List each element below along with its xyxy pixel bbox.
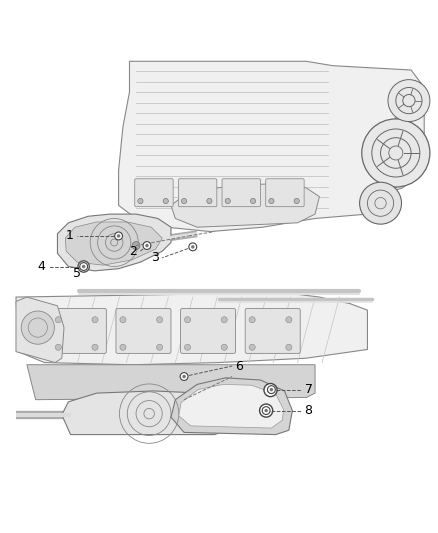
Polygon shape xyxy=(62,391,239,434)
Text: 4: 4 xyxy=(37,260,45,273)
Circle shape xyxy=(207,198,212,204)
Polygon shape xyxy=(171,183,319,227)
Circle shape xyxy=(82,265,85,268)
Circle shape xyxy=(286,344,292,350)
FancyBboxPatch shape xyxy=(51,309,106,353)
Circle shape xyxy=(189,243,197,251)
Polygon shape xyxy=(57,214,171,271)
Circle shape xyxy=(388,79,430,122)
Circle shape xyxy=(80,263,88,270)
Polygon shape xyxy=(65,222,162,265)
Circle shape xyxy=(184,344,191,350)
Circle shape xyxy=(78,261,89,272)
Circle shape xyxy=(115,232,123,240)
Circle shape xyxy=(156,317,162,323)
Circle shape xyxy=(92,317,98,323)
Polygon shape xyxy=(179,384,284,428)
Circle shape xyxy=(264,384,277,397)
Circle shape xyxy=(251,198,256,204)
Circle shape xyxy=(294,198,299,204)
Circle shape xyxy=(286,317,292,323)
Circle shape xyxy=(156,344,162,350)
Circle shape xyxy=(117,234,120,238)
Circle shape xyxy=(138,198,143,204)
Circle shape xyxy=(263,408,269,414)
FancyBboxPatch shape xyxy=(266,179,304,207)
Text: 3: 3 xyxy=(151,251,159,264)
Circle shape xyxy=(268,387,274,393)
Circle shape xyxy=(221,344,227,350)
Circle shape xyxy=(92,344,98,350)
Text: 7: 7 xyxy=(304,383,313,396)
Circle shape xyxy=(55,317,61,323)
Circle shape xyxy=(225,198,230,204)
FancyBboxPatch shape xyxy=(178,179,217,207)
FancyBboxPatch shape xyxy=(245,309,300,353)
Circle shape xyxy=(81,264,86,269)
Polygon shape xyxy=(171,378,292,434)
Circle shape xyxy=(163,198,168,204)
Circle shape xyxy=(265,409,268,413)
Text: 6: 6 xyxy=(236,360,244,373)
Circle shape xyxy=(360,182,402,224)
Text: 1: 1 xyxy=(66,229,74,243)
FancyBboxPatch shape xyxy=(116,309,171,353)
Polygon shape xyxy=(27,365,315,400)
Circle shape xyxy=(270,388,273,391)
Circle shape xyxy=(145,244,149,247)
Polygon shape xyxy=(119,61,424,231)
Circle shape xyxy=(21,311,54,344)
FancyBboxPatch shape xyxy=(222,179,261,207)
Polygon shape xyxy=(16,297,64,362)
Circle shape xyxy=(221,317,227,323)
Circle shape xyxy=(249,344,255,350)
Circle shape xyxy=(181,198,187,204)
Circle shape xyxy=(182,375,186,378)
Circle shape xyxy=(180,373,188,381)
Circle shape xyxy=(120,317,126,323)
Circle shape xyxy=(120,344,126,350)
Circle shape xyxy=(191,245,194,248)
Circle shape xyxy=(269,198,274,204)
Polygon shape xyxy=(16,293,367,365)
Circle shape xyxy=(132,241,140,249)
FancyBboxPatch shape xyxy=(180,309,236,353)
Circle shape xyxy=(362,119,430,187)
Circle shape xyxy=(268,386,276,393)
Text: 2: 2 xyxy=(129,245,137,258)
Text: 5: 5 xyxy=(73,268,81,280)
Circle shape xyxy=(55,344,61,350)
Circle shape xyxy=(260,404,273,417)
Text: 8: 8 xyxy=(304,404,313,417)
Circle shape xyxy=(143,241,151,249)
Circle shape xyxy=(249,317,255,323)
Circle shape xyxy=(184,317,191,323)
FancyBboxPatch shape xyxy=(135,179,173,207)
Circle shape xyxy=(262,407,270,415)
